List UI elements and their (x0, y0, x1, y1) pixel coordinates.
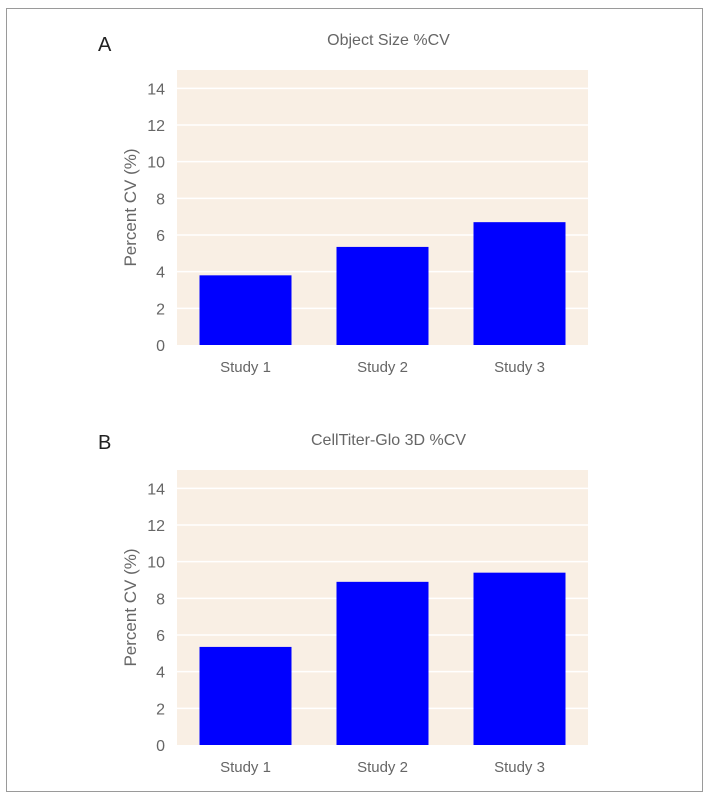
y-tick-label: 2 (156, 701, 165, 718)
x-tick-label: Study 1 (220, 359, 271, 376)
x-tick-label: Study 1 (220, 759, 271, 776)
chart-object-size-cv: 0 2 4 6 8 10 12 14 Study 1 Study 2 Study 3 Object S… (121, 32, 588, 376)
y-tick-label: 8 (156, 191, 165, 208)
bar (336, 246, 429, 345)
bar (336, 581, 429, 745)
y-tick-label: 6 (156, 628, 165, 645)
y-tick-label: 14 (147, 481, 165, 498)
chart-celltiter-glo-cv: 0 2 4 6 8 10 12 14 Study 1 Study 2 Study 3 CellTite… (121, 432, 588, 776)
y-axis-label: Percent CV (%) (121, 548, 140, 666)
x-tick-label: Study 2 (357, 759, 408, 776)
y-tick-label: 0 (156, 738, 165, 755)
x-tick-label: Study 2 (357, 359, 408, 376)
chart-title: Object Size %CV (327, 32, 450, 49)
x-tick-label: Study 3 (494, 759, 545, 776)
chart-title: CellTiter-Glo 3D %CV (311, 432, 466, 449)
panel-label-b: B (98, 432, 112, 454)
x-tick-label: Study 3 (494, 359, 545, 376)
y-tick-label: 12 (147, 118, 165, 135)
bar (199, 275, 292, 345)
y-axis-label: Percent CV (%) (121, 148, 140, 266)
panel-label-a: A (98, 34, 112, 56)
y-tick-label: 2 (156, 301, 165, 318)
y-tick-label: 4 (156, 665, 165, 682)
bar (473, 222, 566, 345)
y-tick-label: 10 (147, 155, 165, 172)
y-tick-label: 4 (156, 265, 165, 282)
y-tick-label: 6 (156, 228, 165, 245)
y-tick-label: 8 (156, 591, 165, 608)
bar (199, 646, 292, 745)
bar (473, 572, 566, 745)
y-tick-label: 12 (147, 518, 165, 535)
y-tick-label: 10 (147, 555, 165, 572)
y-tick-label: 14 (147, 81, 165, 98)
y-tick-label: 0 (156, 338, 165, 355)
